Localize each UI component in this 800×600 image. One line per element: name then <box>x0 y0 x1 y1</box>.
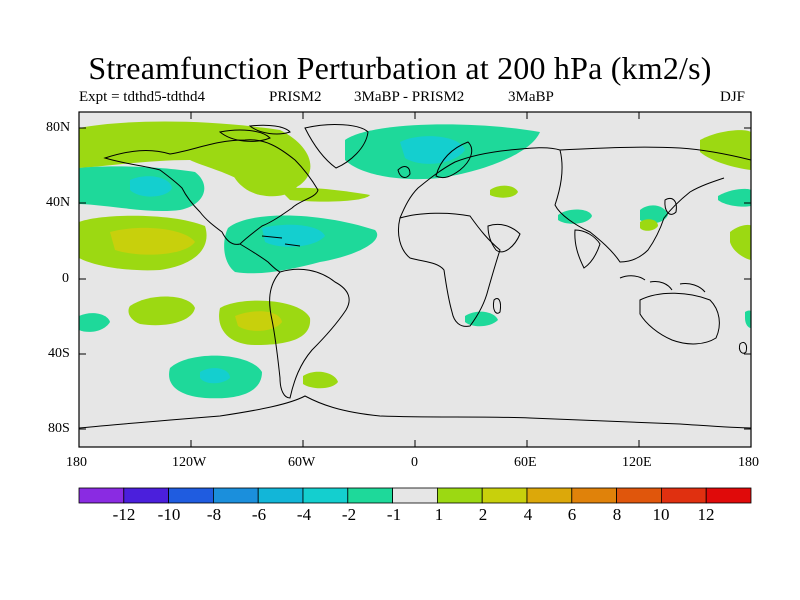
lat-label-40n: 40N <box>46 195 71 210</box>
contour-neg-natlantic-core <box>400 136 465 164</box>
contour-pos-caspian <box>490 185 518 198</box>
coastline-greenland <box>304 124 369 169</box>
colorbar-label: -8 <box>206 505 222 524</box>
lon-label-60w: 60W <box>288 455 316 470</box>
colorbar-label: -10 <box>157 505 181 524</box>
lon-label-0: 0 <box>411 455 418 470</box>
colorbar-swatch <box>392 487 438 504</box>
contour-neg-cnpacific <box>718 188 751 207</box>
coastline-newzealand <box>739 341 747 354</box>
lon-label-60e: 60E <box>514 455 537 470</box>
season-label: DJF <box>720 89 746 105</box>
contour-pos-cpacific <box>730 224 751 260</box>
contour-pos-tspacific <box>128 296 195 326</box>
colorbar-swatch <box>481 487 528 504</box>
coastline-central-america <box>239 243 281 273</box>
colorbar-label: 8 <box>612 505 622 524</box>
coastline-asia <box>554 146 751 263</box>
colorbar-swatch <box>347 487 393 504</box>
contour-neg-rightedge-s <box>745 310 751 328</box>
lon-label-120w: 120W <box>172 455 207 470</box>
colorbar-label: 4 <box>523 505 533 524</box>
colorbar-label: 6 <box>567 505 577 524</box>
contour-neg-safrica <box>465 311 498 327</box>
coastline-south-america <box>269 268 350 399</box>
coastline-india <box>574 229 601 269</box>
lon-label-180w: 180 <box>66 455 87 470</box>
coastline-arabia <box>487 223 521 253</box>
colorbar <box>78 487 752 504</box>
contour-pos-ssamerica-core <box>235 311 282 331</box>
contour-fields <box>79 121 751 399</box>
colorbar-swatch <box>212 487 259 504</box>
colorbar-label: 12 <box>697 505 715 524</box>
colorbar-label: -4 <box>296 505 312 524</box>
lat-label-40s: 40S <box>48 346 70 361</box>
lon-label-180e: 180 <box>738 455 759 470</box>
contour-pos-stpacific-core <box>110 227 195 255</box>
coastline-madagascar <box>493 298 501 314</box>
contour-neg-sepacific-core <box>200 368 230 384</box>
coastline-caribbean <box>261 235 301 247</box>
colorbar-swatch <box>257 487 304 504</box>
coastline-scandinavia <box>435 141 473 179</box>
colorbar-label: -6 <box>251 505 267 524</box>
coastline-japan <box>664 198 677 215</box>
colorbar-swatch <box>436 487 483 504</box>
colorbar-swatch <box>168 487 214 504</box>
colorbar-label: -2 <box>341 505 357 524</box>
contour-pos-eastasia <box>640 219 658 231</box>
contour-pos-nwpacific <box>700 130 751 170</box>
colorbar-label: 2 <box>478 505 488 524</box>
coastlines <box>79 124 751 429</box>
lat-label-eq: 0 <box>62 271 69 286</box>
contour-neg-westpacific-s <box>79 313 110 332</box>
coastline-europe <box>399 147 561 219</box>
contour-neg-centralasia <box>558 209 592 224</box>
colorbar-label: -1 <box>386 505 402 524</box>
colorbar-swatch <box>661 487 707 504</box>
colorbar-swatch <box>526 487 573 504</box>
subtitle-period: 3MaBP <box>508 89 554 105</box>
contour-neg-caribbean-core <box>262 224 325 247</box>
colorbar-swatch <box>571 487 617 504</box>
colorbar-swatch <box>705 487 752 504</box>
contour-pos-eastcanada <box>280 187 370 202</box>
lat-label-80n: 80N <box>46 120 71 135</box>
lon-label-120e: 120E <box>622 455 652 470</box>
lat-label-80s: 80S <box>48 421 70 436</box>
coastline-antarctica <box>79 395 751 429</box>
colorbar-label: -12 <box>112 505 136 524</box>
axis-ticks <box>79 112 751 447</box>
coastline-australia <box>639 292 720 345</box>
map-title: Streamfunction Perturbation at 200 hPa (… <box>88 50 712 86</box>
contour-pos-hudson <box>228 145 301 197</box>
colorbar-swatch <box>123 487 170 504</box>
colorbar-swatch <box>78 487 125 504</box>
coastline-africa <box>397 212 501 327</box>
colorbar-swatch <box>302 487 349 504</box>
coastline-indonesia <box>619 275 706 293</box>
contour-pos-satlantic <box>303 371 338 389</box>
coastline-arctic-islands <box>218 124 291 142</box>
coastline-uk <box>397 166 411 178</box>
colorbar-swatch <box>616 487 662 504</box>
contour-neg-eastasia <box>640 205 668 224</box>
colorbar-label: 10 <box>652 505 670 524</box>
contour-neg-npacific-core <box>130 176 172 197</box>
colorbar-label: 1 <box>434 505 444 524</box>
experiment-label: Expt = tdthd5-tdthd4 <box>79 89 205 105</box>
subtitle-difference: 3MaBP - PRISM2 <box>354 89 465 105</box>
subtitle-model: PRISM2 <box>269 89 322 105</box>
